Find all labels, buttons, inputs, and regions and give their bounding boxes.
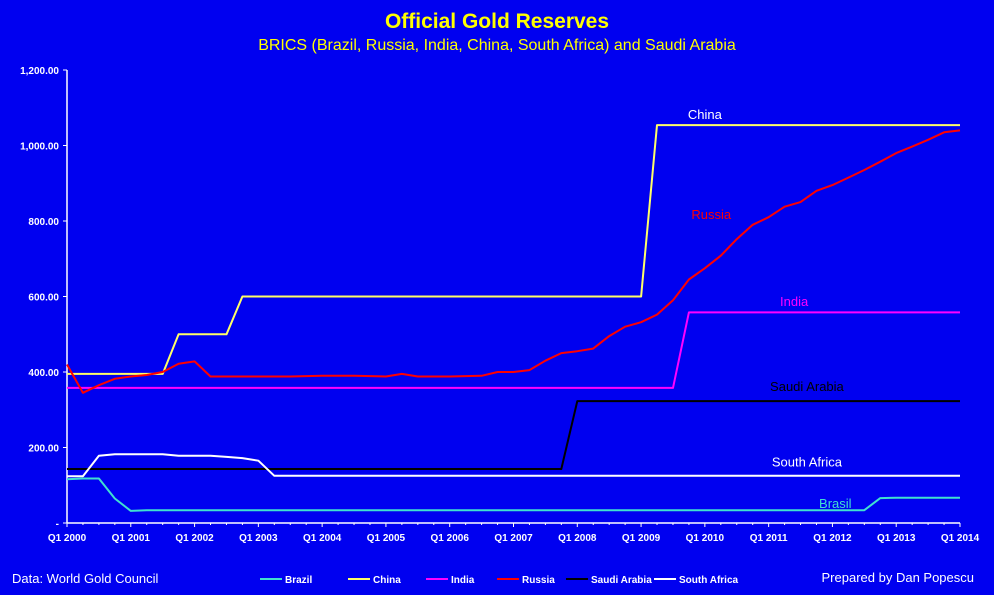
series-line-south-africa [67, 453, 960, 478]
x-tick-label: Q1 2003 [239, 533, 278, 544]
y-tick-label: 600.00 [28, 293, 59, 304]
series-label-south-africa: South Africa [772, 454, 843, 469]
y-tick-label: - [56, 519, 59, 530]
chart-subtitle: BRICS (Brazil, Russia, India, China, Sou… [258, 37, 736, 54]
x-tick-label: Q1 2005 [367, 533, 406, 544]
legend-label-russia: Russia [522, 575, 555, 586]
y-tick-label: 1,000.00 [20, 142, 59, 153]
x-tick-label: Q1 2013 [877, 533, 916, 544]
y-tick-label: 400.00 [28, 368, 59, 379]
y-tick-label: 1,200.00 [20, 66, 59, 77]
y-tick-label: 800.00 [28, 217, 59, 228]
series-label-china: China [688, 107, 723, 122]
series-labels: Brasil China India Russia Saudi Arabia South … [688, 107, 852, 511]
series-label-russia: Russia [691, 207, 732, 222]
x-tick-label: Q1 2011 [750, 533, 788, 544]
x-tick-label: Q1 2007 [494, 533, 533, 544]
x-tick-label: Q1 2006 [431, 533, 470, 544]
series-line-russia [66, 129, 961, 394]
y-tick-label: 200.00 [28, 444, 59, 455]
series-lines [66, 124, 961, 512]
x-tick-label: Q1 2000 [48, 533, 87, 544]
x-tick-label: Q1 2014 [941, 533, 980, 544]
series-line-brazil [66, 477, 960, 512]
x-tick-label: Q1 2012 [813, 533, 852, 544]
prepared-by: Prepared by Dan Popescu [822, 570, 974, 585]
series-line-india [67, 311, 960, 389]
data-source: Data: World Gold Council [12, 571, 159, 586]
legend-label-china: China [373, 575, 401, 586]
x-tick-label: Q1 2001 [112, 533, 151, 544]
x-tick-label: Q1 2002 [175, 533, 214, 544]
x-tick-label: Q1 2009 [622, 533, 661, 544]
x-tick-label: Q1 2004 [303, 533, 342, 544]
axes: - 200.00 400.00 600.00 800.00 1,000.00 1,200.0… [20, 66, 980, 544]
legend-label-saudi-arabia: Saudi Arabia [591, 575, 652, 586]
x-tick-label: Q1 2010 [686, 533, 725, 544]
series-label-saudi-arabia: Saudi Arabia [770, 379, 844, 394]
x-tick-label: Q1 2008 [558, 533, 597, 544]
legend-label-brazil: Brazil [285, 575, 312, 586]
chart-title: Official Gold Reserves [385, 10, 609, 33]
series-line-saudi-arabia [67, 400, 960, 470]
series-line-china [67, 124, 960, 375]
legend-label-india: India [451, 575, 475, 586]
legend-label-south-africa: South Africa [679, 575, 739, 586]
legend: Brazil China India Russia Saudi Arabia South … [260, 575, 739, 586]
series-label-brazil: Brasil [819, 496, 852, 511]
series-label-india: India [780, 294, 809, 309]
